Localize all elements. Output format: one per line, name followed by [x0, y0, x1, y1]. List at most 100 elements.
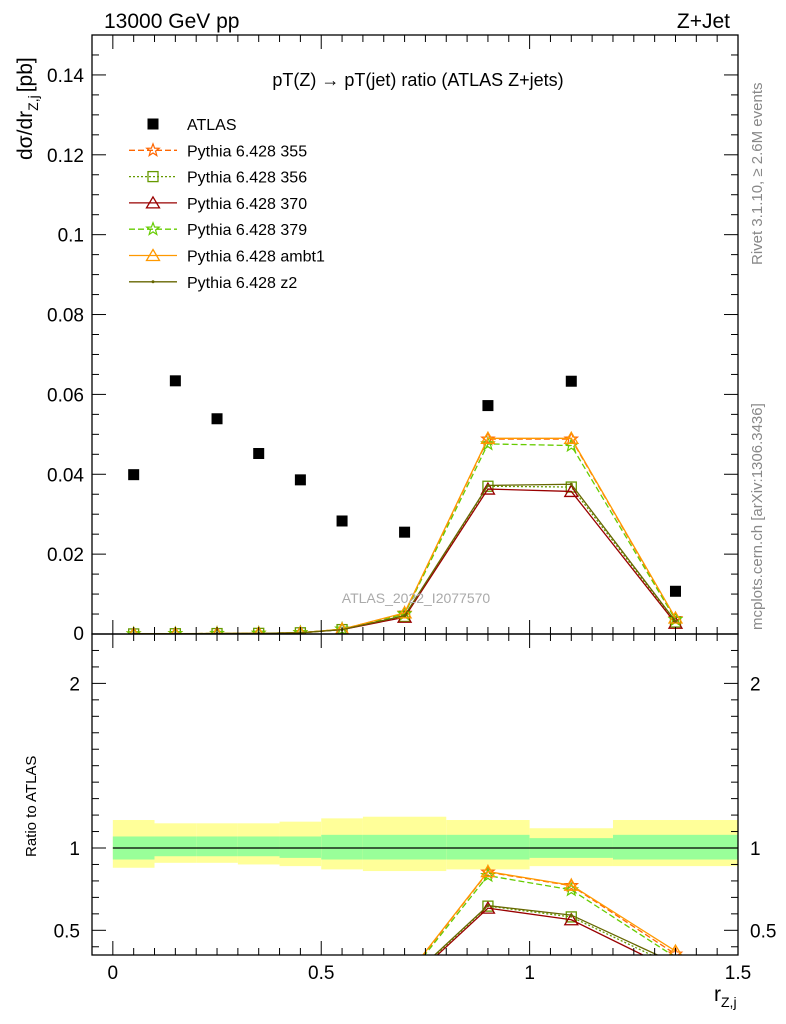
y-tick-label-main: 0.08: [47, 306, 84, 327]
band-inner: [154, 836, 197, 857]
x-axis-title: rZ,j: [714, 983, 737, 1010]
series-point: [673, 619, 677, 623]
series-line: [133, 485, 676, 634]
x-axis-title-sub: Z,j: [721, 994, 737, 1010]
legend-entry-0: Pythia 6.428 355: [129, 142, 307, 160]
ratio-series-point: [563, 912, 579, 926]
ratio-series-point: [480, 863, 496, 879]
legend-marker: [147, 170, 159, 183]
series-point: [486, 483, 490, 487]
y-tick-label-main: 0.14: [47, 66, 84, 87]
uncertainty-band: [112, 816, 738, 872]
series-point: [563, 430, 580, 446]
y-tick-label-ratio-right: 0.5: [750, 921, 776, 942]
series-point: [209, 625, 225, 634]
legend-entry-3: Pythia 6.428 379: [129, 220, 307, 239]
band-inner: [237, 836, 280, 857]
legend-marker: [151, 280, 155, 284]
data-point: [669, 585, 681, 597]
series-point: [125, 625, 142, 634]
legend-marker: [145, 220, 161, 236]
data-point: [482, 400, 494, 412]
ratio-series-line: [434, 905, 653, 955]
series-point: [396, 605, 413, 619]
ratio-series-4: [422, 864, 683, 955]
ratio-series-line: [433, 904, 659, 955]
data-point: [565, 375, 577, 387]
ratio-series-point: [486, 904, 490, 908]
band-inner: [446, 834, 530, 860]
y-tick-label-main: 0: [73, 624, 84, 645]
rivet-version-label: Rivet 3.1.10, ≥ 2.6M events: [749, 83, 766, 266]
series-3: [125, 435, 684, 634]
series-point: [569, 482, 573, 486]
legend-label: Pythia 6.428 379: [187, 222, 307, 239]
data-point: [253, 448, 265, 460]
data-point: [169, 375, 181, 387]
ratio-series-5: [433, 904, 659, 955]
legend-label: ATLAS: [187, 117, 237, 134]
ratio-frame: [91, 633, 739, 956]
ratio-series-point: [480, 864, 496, 878]
y-tick-label-ratio-right: 1: [750, 839, 761, 860]
ratio-series-point: [563, 877, 580, 893]
mcplots-label: mcplots.cern.ch [arXiv:1306.3436]: [749, 403, 766, 630]
legend-entry-data: ATLAS: [147, 117, 237, 134]
y-tick-label-main: 0.1: [58, 226, 84, 247]
legend-marker: [145, 248, 161, 262]
series-point: [480, 435, 496, 451]
legend-marker: [145, 142, 161, 157]
legend-marker: [145, 195, 161, 209]
legend-label: Pythia 6.428 ambt1: [187, 249, 325, 266]
y-tick-label-ratio: 1: [69, 839, 80, 860]
legend-marker: [147, 118, 159, 130]
ratio-series-line: [422, 870, 676, 955]
series-point: [292, 624, 309, 634]
ratio-panel: 0.5 0.5 1 1 2 2 0 0.5 1 1.5: [54, 633, 776, 984]
band-inner: [362, 834, 447, 860]
series-point: [563, 431, 579, 444]
series-point: [250, 625, 267, 634]
data-point: [211, 413, 223, 425]
ratio-series-point: [569, 913, 573, 917]
series-point: [167, 625, 184, 634]
watermark: ATLAS_2022_I2077570: [342, 590, 491, 606]
y-axis-title-main-unit: [pb]: [14, 57, 37, 92]
y-axis-title-ratio: Ratio to ATLAS: [23, 756, 40, 857]
series-point: [482, 480, 494, 492]
ratio-series-2: [436, 900, 645, 955]
legend-label: Pythia 6.428 355: [187, 143, 307, 160]
legend-label: Pythia 6.428 370: [187, 196, 307, 213]
legend: ATLAS Pythia 6.428 355 Pythia 6.428 356 Pyt…: [129, 117, 325, 292]
series-point: [563, 484, 579, 498]
data-point: [336, 515, 348, 527]
band-inner: [321, 834, 363, 860]
legend-label: Pythia 6.428 z2: [187, 275, 297, 292]
y-tick-label-ratio: 0.5: [54, 921, 80, 942]
band-inner: [196, 836, 238, 857]
y-axis-title-main-sub: Z,j: [25, 95, 41, 111]
plot-title: pT(Z) → pT(jet) ratio (ATLAS Z+jets): [272, 70, 563, 90]
legend-entry-1: Pythia 6.428 356: [129, 170, 307, 187]
series-point: [480, 430, 496, 446]
legend-entry-5: Pythia 6.428 z2: [129, 275, 297, 292]
x-axis-title-text: r: [714, 983, 721, 1006]
series-point: [480, 431, 496, 444]
process-label: Z+Jet: [677, 10, 730, 33]
y-tick-label-main: 0.12: [47, 146, 84, 167]
x-tick-label: 0: [108, 963, 119, 984]
y-tick-label-ratio-right: 2: [750, 674, 761, 695]
ratio-series-line: [422, 871, 676, 955]
y-tick-label-main: 0.04: [47, 465, 84, 486]
series-point: [480, 481, 496, 495]
data-point: [294, 474, 306, 486]
legend-label: Pythia 6.428 356: [187, 170, 307, 187]
ratio-series-point: [668, 943, 683, 955]
data-point: [128, 469, 140, 481]
legend-entry-4: Pythia 6.428 ambt1: [129, 248, 325, 266]
ratio-series-line: [423, 874, 674, 955]
collision-energy-label: 13000 GeV pp: [104, 10, 239, 33]
ratio-series-3: [423, 867, 674, 955]
series-line: [133, 438, 677, 634]
